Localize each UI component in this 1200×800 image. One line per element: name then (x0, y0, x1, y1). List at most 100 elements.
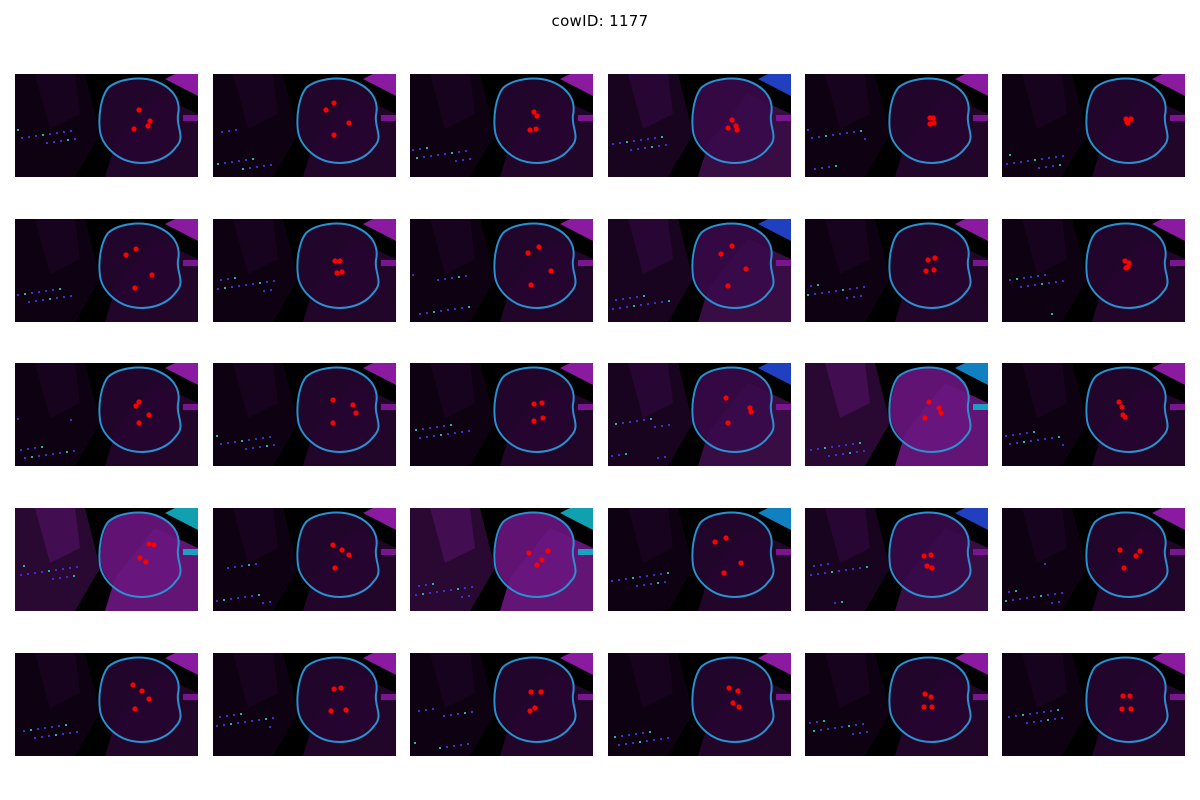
teat-marker (534, 113, 540, 119)
udder-contour (1085, 511, 1169, 598)
teat-marker (1128, 706, 1134, 712)
teat-marker (545, 548, 551, 554)
udder-contour (296, 656, 380, 743)
teat-marker (1133, 553, 1139, 559)
teat-marker (338, 685, 344, 691)
teat-marker (743, 266, 749, 272)
teat-marker (928, 694, 934, 700)
teat-marker (123, 252, 129, 258)
thumbnail-panel (410, 508, 593, 611)
udder-contour (691, 77, 775, 164)
teat-marker (328, 708, 334, 714)
thumbnail-panel (805, 508, 988, 611)
thumbnail-panel (410, 74, 593, 177)
udder-contour (98, 511, 182, 598)
teat-marker (925, 257, 931, 263)
udder-contour (1085, 77, 1169, 164)
teat-marker (538, 689, 544, 695)
thumbnail-panel (410, 363, 593, 466)
teat-marker (539, 557, 545, 563)
teat-marker (936, 405, 942, 411)
teat-marker (531, 418, 537, 424)
thumbnail-panel (410, 219, 593, 322)
teat-marker (330, 397, 336, 403)
teat-marker (725, 283, 731, 289)
teat-marker (1122, 414, 1128, 420)
teat-marker (1121, 565, 1127, 571)
thumbnail-panel (608, 74, 791, 177)
teat-marker (929, 565, 935, 571)
teat-marker (343, 707, 349, 713)
teat-marker (927, 121, 933, 127)
teat-marker (146, 541, 152, 547)
teat-marker (527, 708, 533, 714)
teat-marker (330, 420, 336, 426)
teat-marker (921, 553, 927, 559)
teat-marker (350, 402, 356, 408)
udder-contour (888, 222, 972, 309)
teat-marker (725, 125, 731, 131)
teat-marker (133, 403, 139, 409)
teat-marker (346, 120, 352, 126)
udder-contour (493, 77, 577, 164)
teat-marker (738, 560, 744, 566)
teat-marker (146, 696, 152, 702)
teat-marker (147, 118, 153, 124)
teat-marker (527, 127, 533, 133)
teat-marker (528, 689, 534, 695)
teat-marker (339, 547, 345, 553)
teat-marker (137, 555, 143, 561)
teat-marker (921, 704, 927, 710)
teat-marker (729, 117, 735, 123)
teat-marker (332, 565, 338, 571)
udder-contour (493, 366, 577, 453)
teat-marker (1124, 119, 1130, 125)
udder-contour (296, 511, 380, 598)
teat-marker (932, 255, 938, 261)
teat-marker (531, 401, 537, 407)
teat-marker (1137, 548, 1143, 554)
thumbnail-panel (608, 508, 791, 611)
udder-contour (98, 656, 182, 743)
udder-contour (691, 656, 775, 743)
teat-marker (136, 399, 142, 405)
teat-marker (540, 415, 546, 421)
teat-marker (346, 552, 352, 558)
teat-marker (922, 415, 928, 421)
teat-marker (1116, 399, 1122, 405)
udder-contour (691, 511, 775, 598)
thumbnail-panel (213, 74, 396, 177)
teat-marker (332, 258, 338, 264)
figure-title: cowID: 1177 (551, 12, 649, 30)
teat-marker (1117, 547, 1123, 553)
teat-marker (130, 682, 136, 688)
teat-marker (747, 405, 753, 411)
teat-marker (330, 542, 336, 548)
teat-marker (1119, 706, 1125, 712)
teat-marker (922, 691, 928, 697)
teat-marker (1122, 258, 1128, 264)
teat-marker (531, 109, 537, 115)
teat-marker (353, 410, 359, 416)
teat-marker (528, 282, 534, 288)
teat-marker (735, 688, 741, 694)
thumbnail-panel (410, 653, 593, 756)
teat-marker (1125, 264, 1131, 270)
teat-marker (331, 100, 337, 106)
teat-marker (131, 126, 137, 132)
udder-contour (888, 511, 972, 598)
teat-marker (526, 550, 532, 556)
teat-marker (748, 409, 754, 415)
teat-marker (1119, 404, 1125, 410)
thumbnail-panel (608, 363, 791, 466)
teat-marker (133, 246, 139, 252)
thumbnail-panel (15, 363, 198, 466)
teat-marker (721, 570, 727, 576)
udder-contour (296, 77, 380, 164)
thumbnail-panel (213, 219, 396, 322)
teat-marker (136, 420, 142, 426)
thumbnail-panel (1002, 508, 1185, 611)
thumbnail-panel (213, 363, 396, 466)
udder-contour (888, 366, 972, 453)
